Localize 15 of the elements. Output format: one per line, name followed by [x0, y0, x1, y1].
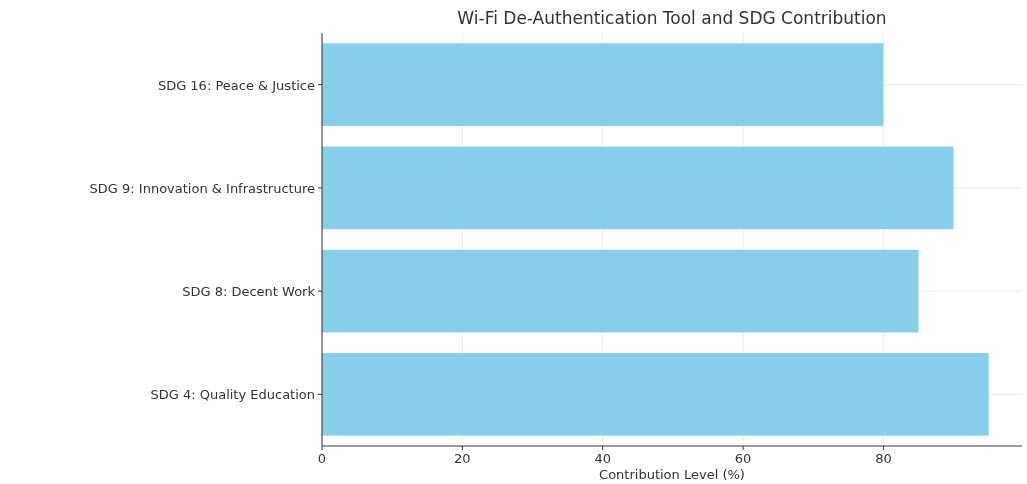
bar [322, 43, 884, 126]
y-tick-label: SDG 16: Peace & Justice [157, 77, 315, 93]
bar [322, 249, 919, 333]
x-tick-label: 60 [734, 451, 752, 466]
y-tick-label: SDG 9: Innovation & Infrastructure [89, 180, 315, 196]
x-axis-title: Contribution Level (%) [599, 467, 745, 482]
x-tick-label: 40 [594, 451, 611, 466]
chart-title: Wi-Fi De-Authentication Tool and SDG Contribution [457, 8, 887, 28]
y-tick-label: SDG 8: Decent Work [182, 284, 316, 300]
y-tick-label: SDG 4: Quality Education [150, 387, 315, 403]
bar [322, 353, 989, 436]
x-tick-label: 20 [454, 451, 471, 466]
bar [322, 146, 954, 230]
x-tick-label: 0 [317, 451, 327, 466]
x-tick-label: 80 [875, 451, 892, 466]
